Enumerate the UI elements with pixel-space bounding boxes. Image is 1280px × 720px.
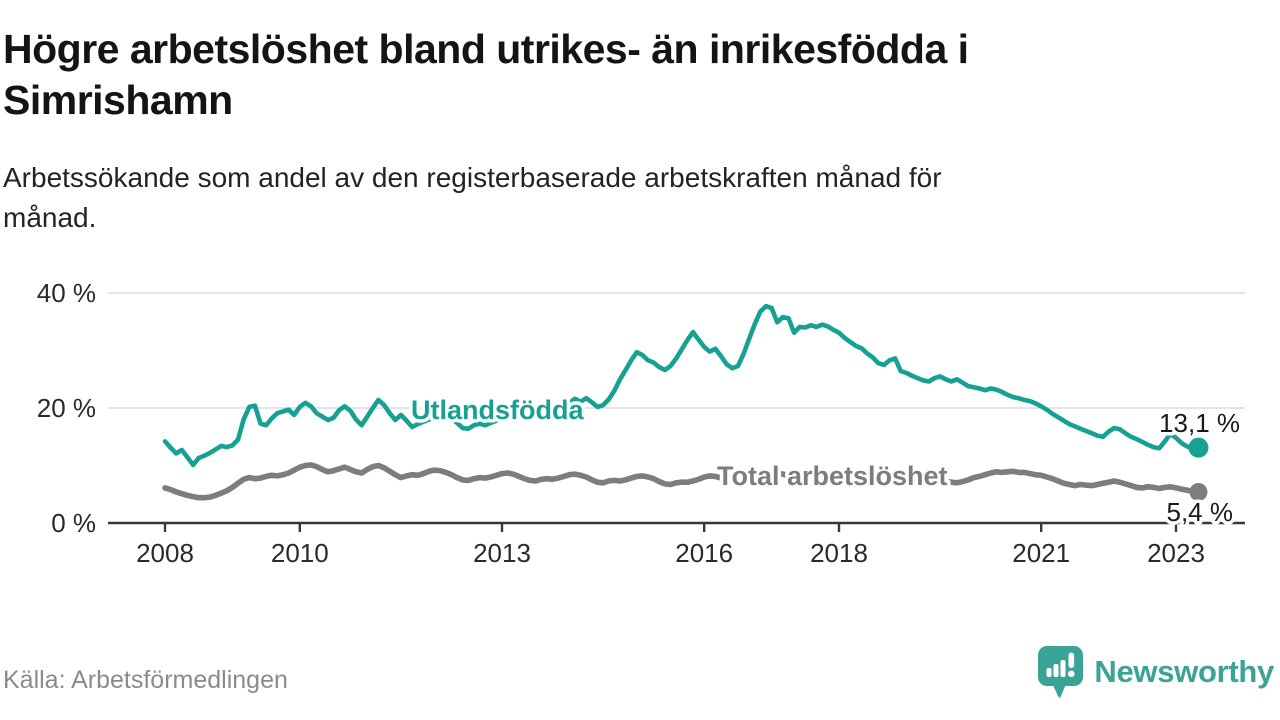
x-tick-label: 2008 (136, 538, 194, 568)
y-tick-label: 40 % (37, 278, 96, 308)
page-title: Högre arbetslöshet bland utrikes- än inr… (3, 24, 1265, 126)
chart-subtitle-line2: månad. (3, 202, 97, 234)
series-end-value-1: 5,4 % (1167, 497, 1234, 527)
x-tick-label: 2018 (810, 538, 868, 568)
series-end-value-0: 13,1 % (1159, 408, 1240, 438)
series-end-dot-0 (1188, 437, 1209, 458)
x-tick-label: 2013 (473, 538, 531, 568)
series-end-dot-1 (1189, 482, 1208, 501)
source-note: Källa: Arbetsförmedlingen (3, 666, 288, 694)
newsworthy-logo: Newsworthy (1037, 645, 1274, 699)
x-tick-label: 2016 (675, 538, 733, 568)
y-tick-label: 0 % (51, 508, 96, 538)
x-tick-label: 2021 (1012, 538, 1070, 568)
page-title-line1: Högre arbetslöshet bland utrikes- än inr… (3, 26, 969, 72)
series-label-1: Total arbetslöshet (717, 461, 948, 491)
y-tick-label: 20 % (37, 393, 96, 423)
chart-subtitle: Arbetssökande som andel av den registerb… (3, 158, 1233, 238)
series-line-0 (162, 303, 1201, 468)
x-tick-label: 2023 (1147, 538, 1205, 568)
series-line-1 (162, 462, 1202, 501)
page-title-line2: Simrishamn (3, 76, 233, 123)
series-label-0: Utlandsfödda (411, 395, 584, 425)
chart-subtitle-line1: Arbetssökande som andel av den registerb… (3, 162, 942, 193)
x-tick-label: 2010 (271, 538, 329, 568)
newsworthy-wordmark: Newsworthy (1094, 654, 1274, 689)
speech-bubble-chart-icon (1038, 646, 1084, 698)
